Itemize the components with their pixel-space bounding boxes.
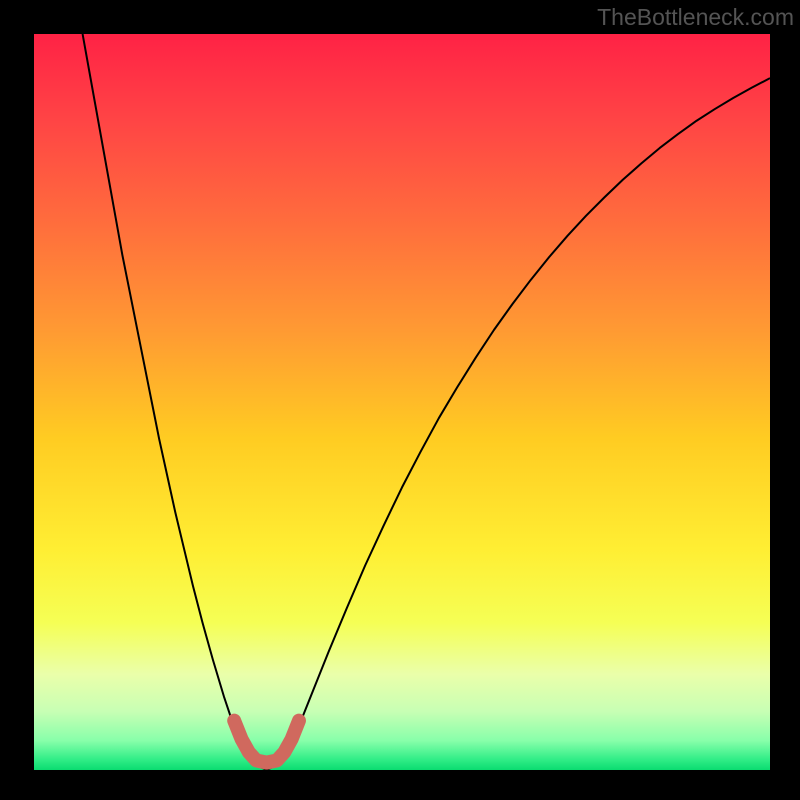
gradient-background	[34, 34, 770, 770]
plot-frame	[34, 34, 770, 770]
watermark-label: TheBottleneck.com	[597, 4, 794, 31]
plot-svg	[34, 34, 770, 770]
chart-stage: TheBottleneck.com	[0, 0, 800, 800]
